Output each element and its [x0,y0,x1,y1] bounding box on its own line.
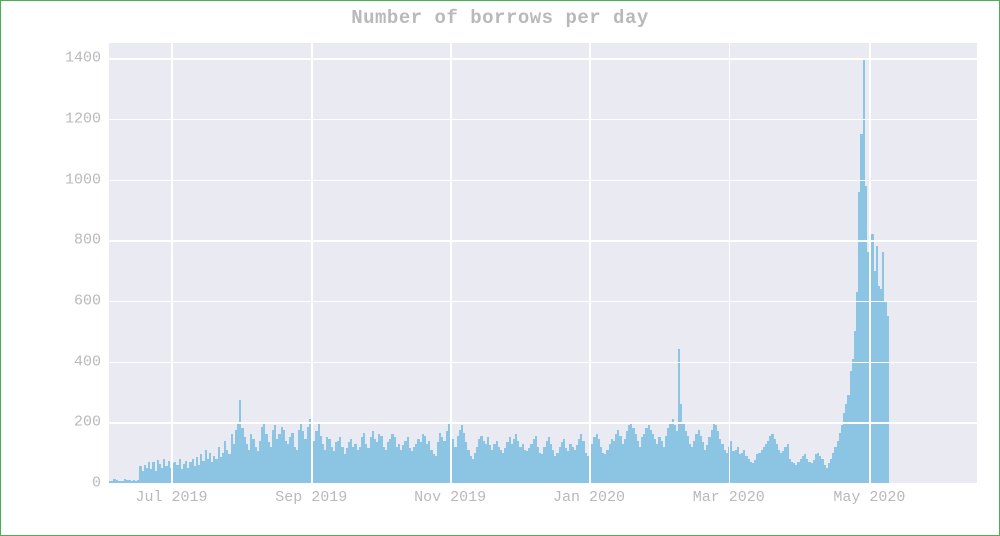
bars-container [109,43,977,483]
x-tick-label: Sep 2019 [275,483,347,506]
x-tick-label: Jul 2019 [135,483,207,506]
y-tick-label: 1200 [65,110,109,127]
grid-line-x [450,43,452,483]
grid-line-x [589,43,591,483]
y-tick-label: 1400 [65,50,109,67]
y-tick-label: 800 [74,232,109,249]
chart-title: Number of borrows per day [1,7,999,29]
y-tick-label: 400 [74,353,109,370]
grid-line-x [311,43,313,483]
y-tick-label: 200 [74,414,109,431]
plot-area: 0200400600800100012001400Jul 2019Sep 201… [109,43,977,483]
grid-line-y [109,301,977,303]
grid-line-x [729,43,731,483]
grid-line-x [869,43,871,483]
grid-line-y [109,119,977,121]
grid-line-x [171,43,173,483]
y-tick-label: 0 [92,475,109,492]
grid-line-y [109,422,977,424]
x-tick-label: Nov 2019 [414,483,486,506]
y-tick-label: 600 [74,292,109,309]
grid-line-y [109,362,977,364]
y-tick-label: 1000 [65,171,109,188]
grid-line-y [109,58,977,60]
x-tick-label: May 2020 [833,483,905,506]
chart-frame: Number of borrows per day 02004006008001… [0,0,1000,536]
x-tick-label: Mar 2020 [693,483,765,506]
grid-line-y [109,180,977,182]
grid-line-y [109,240,977,242]
x-tick-label: Jan 2020 [553,483,625,506]
bar [887,316,889,483]
